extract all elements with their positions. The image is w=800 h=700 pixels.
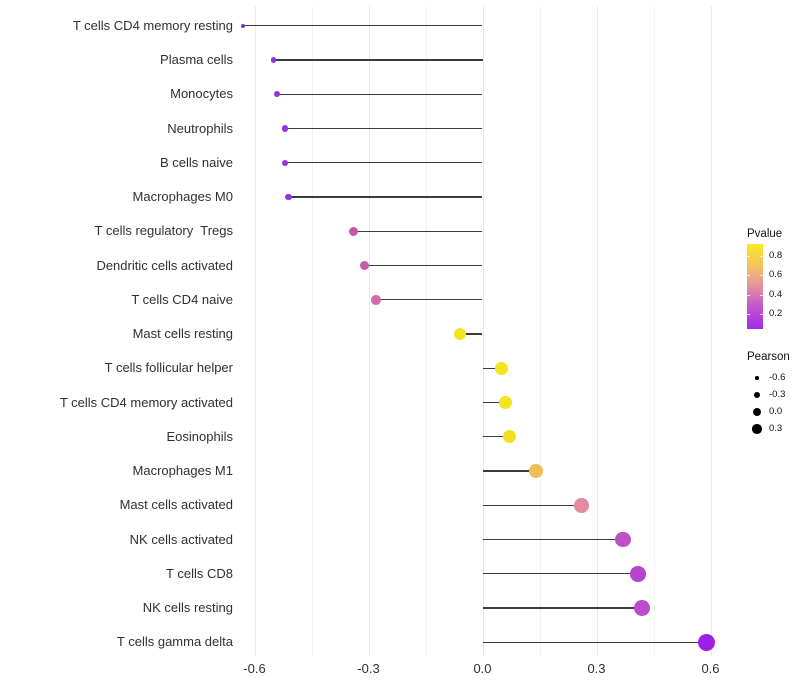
- pearson-legend-label: 0.0: [769, 406, 783, 417]
- data-point: [498, 396, 512, 410]
- gridline-minor: [425, 6, 427, 656]
- data-point: [285, 193, 292, 201]
- gridline-major: [482, 6, 484, 656]
- pvalue-legend-title: Pvalue: [747, 228, 783, 240]
- data-point: [453, 328, 466, 341]
- y-axis-label: T cells follicular helper: [104, 360, 233, 376]
- y-axis-label: T cells CD4 memory resting: [72, 17, 233, 33]
- lollipop-segment: [482, 367, 502, 369]
- y-axis-label: T cells CD4 memory activated: [59, 394, 233, 410]
- lollipop-segment: [482, 573, 639, 575]
- gridline-major: [368, 6, 370, 656]
- y-axis-label: B cells naive: [160, 154, 233, 170]
- y-axis-label: Mast cells activated: [119, 497, 233, 513]
- y-axis-label: Macrophages M0: [132, 189, 233, 205]
- data-point: [241, 23, 246, 28]
- pearson-legend-title: Pearson: [747, 351, 790, 363]
- lollipop-segment: [459, 333, 483, 335]
- y-axis-label: T cells CD8: [166, 565, 233, 581]
- x-tick-label: -0.3: [357, 661, 380, 676]
- y-axis-label: NK cells resting: [142, 600, 233, 616]
- gridline-minor: [311, 6, 313, 656]
- data-point: [348, 226, 358, 236]
- pvalue-colorbar: [747, 244, 763, 329]
- lollipop-segment: [243, 25, 483, 27]
- y-axis-label: T cells gamma delta: [116, 634, 233, 650]
- pearson-legend-dot: [753, 391, 761, 399]
- pvalue-colorbar-tick: [760, 314, 763, 315]
- lollipop-segment: [482, 607, 643, 609]
- gridline-major: [710, 6, 712, 656]
- lollipop-segment: [482, 470, 536, 472]
- pearson-legend-dot: [752, 407, 762, 417]
- pearson-legend-dot: [755, 376, 759, 380]
- y-axis-label: Eosinophils: [166, 428, 234, 444]
- pvalue-colorbar-tick: [747, 255, 750, 257]
- pvalue-legend-label: 0.2: [769, 308, 783, 319]
- lollipop-segment: [353, 230, 483, 232]
- pvalue-colorbar-tick: [760, 294, 763, 296]
- gridline-major: [596, 6, 598, 656]
- y-axis-label: Mast cells resting: [132, 326, 233, 342]
- data-point: [360, 260, 370, 271]
- pearson-legend-dot: [752, 424, 762, 434]
- lollipop-segment: [482, 504, 582, 506]
- lollipop-segment: [482, 436, 510, 438]
- pearson-legend-label: -0.3: [769, 389, 786, 400]
- y-axis-label: T cells regulatory Tregs: [94, 223, 233, 239]
- y-axis-label: Monocytes: [170, 86, 233, 102]
- pvalue-colorbar-tick: [747, 314, 750, 315]
- data-point: [281, 159, 289, 166]
- data-point: [502, 430, 516, 444]
- gridline-major: [254, 6, 256, 656]
- data-point: [495, 361, 508, 375]
- pvalue-colorbar-tick: [760, 255, 763, 257]
- data-point: [634, 600, 650, 616]
- x-tick-label: -0.6: [243, 661, 266, 676]
- gridline-minor: [539, 6, 541, 656]
- pvalue-legend-label: 0.8: [769, 249, 783, 261]
- data-point: [615, 531, 631, 548]
- lollipop-segment: [482, 641, 707, 643]
- y-axis-label: Dendritic cells activated: [96, 257, 233, 273]
- lollipop-segment: [288, 196, 483, 198]
- pvalue-colorbar-tick: [747, 275, 750, 276]
- data-point: [528, 464, 543, 478]
- x-tick-label: 0.3: [587, 661, 606, 676]
- lollipop-segment: [277, 93, 483, 95]
- y-axis-label: NK cells activated: [129, 531, 233, 547]
- gridline-minor: [653, 6, 655, 656]
- lollipop-segment: [376, 299, 483, 301]
- data-point: [573, 497, 589, 513]
- lollipop-segment: [482, 538, 624, 541]
- lollipop-segment: [273, 59, 483, 61]
- data-point: [270, 57, 277, 63]
- lollipop-segment: [284, 127, 483, 130]
- y-axis-label: Plasma cells: [160, 52, 233, 68]
- y-axis-label: Neutrophils: [167, 120, 233, 136]
- lollipop-segment: [364, 264, 483, 267]
- y-axis-label: Macrophages M1: [132, 463, 233, 479]
- data-point: [698, 633, 716, 651]
- data-point: [281, 125, 289, 132]
- data-point: [371, 294, 381, 305]
- pearson-legend-label: -0.6: [769, 372, 786, 383]
- data-point: [274, 91, 281, 98]
- pvalue-colorbar-tick: [760, 275, 763, 276]
- lollipop-segment: [482, 401, 506, 404]
- pvalue-legend-label: 0.4: [769, 288, 783, 300]
- x-tick-label: 0.6: [701, 661, 720, 676]
- lollipop-segment: [284, 162, 483, 164]
- x-tick-label: 0.0: [473, 661, 492, 676]
- data-point: [630, 565, 647, 582]
- y-axis-label: T cells CD4 naive: [131, 291, 233, 307]
- pearson-legend-label: 0.3: [769, 423, 783, 434]
- pvalue-legend-label: 0.6: [769, 269, 783, 280]
- pvalue-colorbar-tick: [747, 294, 750, 296]
